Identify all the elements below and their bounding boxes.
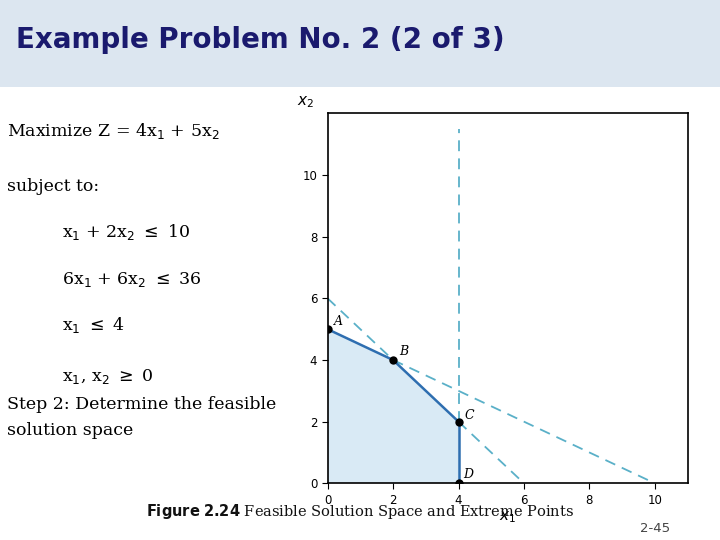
- Text: B: B: [400, 346, 409, 359]
- Text: Maximize Z = 4x$_1$ + 5x$_2$: Maximize Z = 4x$_1$ + 5x$_2$: [7, 121, 220, 141]
- Text: C: C: [464, 409, 474, 422]
- Text: 6x$_1$ + 6x$_2$ $\leq$ 36: 6x$_1$ + 6x$_2$ $\leq$ 36: [62, 270, 202, 289]
- Text: Step 2: Determine the feasible
solution space: Step 2: Determine the feasible solution …: [7, 396, 276, 440]
- Polygon shape: [328, 329, 459, 483]
- Text: x$_1$, x$_2$ $\geq$ 0: x$_1$, x$_2$ $\geq$ 0: [62, 367, 153, 386]
- Text: $\bf{Figure\ 2.24}$ Feasible Solution Space and Extreme Points: $\bf{Figure\ 2.24}$ Feasible Solution Sp…: [146, 502, 574, 522]
- Text: A: A: [334, 315, 343, 328]
- Y-axis label: $x_2$: $x_2$: [297, 94, 315, 110]
- Text: D: D: [464, 468, 474, 481]
- Text: x$_1$ + 2x$_2$ $\leq$ 10: x$_1$ + 2x$_2$ $\leq$ 10: [62, 222, 190, 242]
- Text: subject to:: subject to:: [7, 178, 99, 194]
- Text: Example Problem No. 2 (2 of 3): Example Problem No. 2 (2 of 3): [16, 26, 505, 54]
- X-axis label: $x_1$: $x_1$: [499, 510, 516, 525]
- Text: 2-45: 2-45: [640, 522, 670, 535]
- Text: x$_1$ $\leq$ 4: x$_1$ $\leq$ 4: [62, 315, 125, 335]
